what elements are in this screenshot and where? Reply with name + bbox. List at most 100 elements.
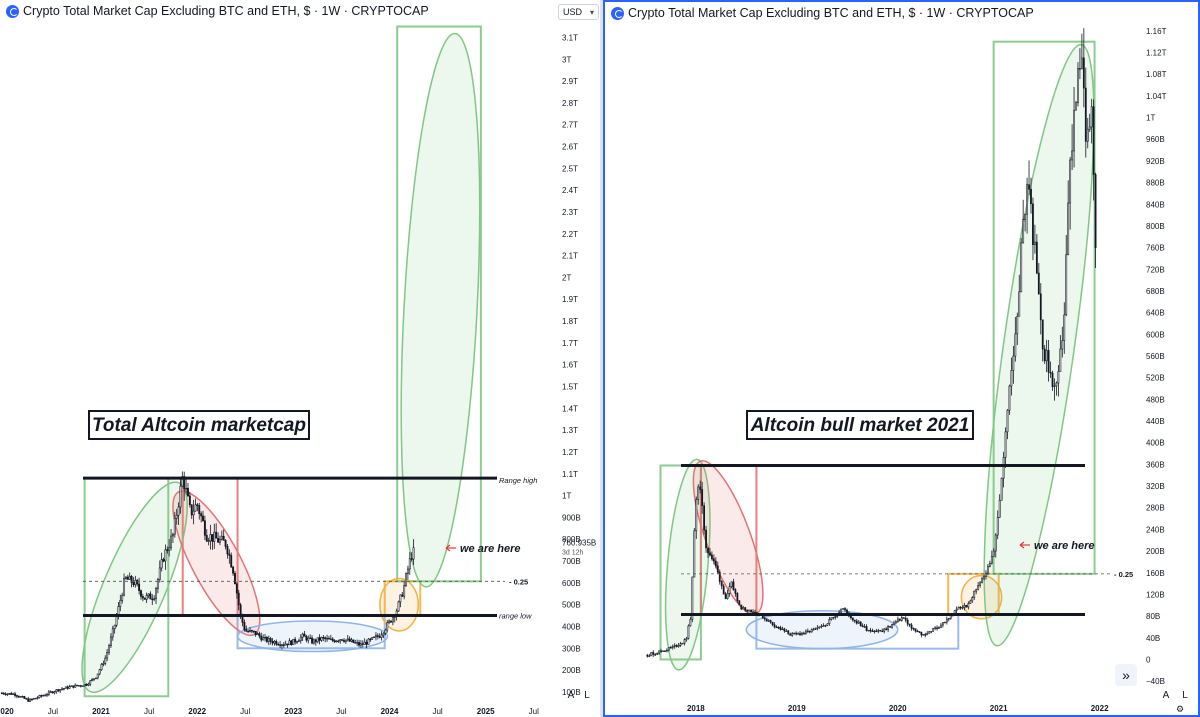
candle-body	[863, 626, 866, 628]
candle-body	[27, 698, 30, 702]
candle-body	[143, 597, 146, 600]
candle-body	[883, 628, 886, 632]
right-chart-svg[interactable]: −40B 0 40B 80B 120B 160B 200B 240B 280B 320B 360B 4…	[605, 2, 1198, 715]
candle-body	[326, 637, 329, 640]
candle-body	[8, 693, 11, 695]
highlight-ellipse	[983, 43, 1095, 647]
candle-body	[666, 649, 668, 652]
candle-body	[145, 595, 148, 600]
left-auto-scale-button[interactable]: A	[567, 689, 575, 701]
candle-body	[230, 555, 233, 568]
candle-body	[361, 643, 364, 645]
candle-body	[275, 641, 278, 645]
candle-body	[217, 537, 220, 543]
candle-body	[36, 697, 39, 699]
right-chart-panel[interactable]: −40B 0 40B 80B 120B 160B 200B 240B 280B 320B 360B 4…	[603, 0, 1200, 717]
highlight-ellipse	[960, 574, 1003, 620]
candle-body	[316, 637, 319, 643]
candle-body	[1065, 254, 1068, 316]
candle-body	[955, 608, 958, 611]
y-axis-tick-label: 40B	[1146, 634, 1160, 643]
candle-body	[861, 625, 864, 627]
candle-body	[196, 504, 199, 506]
candle-body	[656, 653, 659, 655]
candle-body	[85, 683, 88, 686]
candle-body	[202, 515, 204, 522]
left-log-scale-button[interactable]: L	[584, 689, 590, 701]
candle-body	[904, 617, 907, 621]
y-axis-tick-label: 2.6T	[562, 143, 578, 152]
right-auto-scale-button[interactable]: A	[1162, 689, 1170, 701]
candle-body	[936, 627, 938, 629]
candle-body	[808, 630, 811, 633]
candle-body	[72, 685, 75, 688]
y-axis-tick-label: 560B	[1146, 352, 1165, 361]
candle-body	[711, 554, 713, 560]
y-axis-tick-label: 900B	[562, 513, 581, 522]
candle-body	[834, 616, 837, 618]
candle-body	[691, 576, 694, 620]
candle-body	[410, 558, 413, 560]
candle-body	[47, 691, 50, 695]
candle-body	[908, 623, 911, 626]
candle-body	[971, 597, 974, 602]
candle-body	[158, 567, 161, 580]
candle-body	[408, 558, 411, 570]
candle-body	[677, 644, 680, 647]
y-axis-tick-label: −40B	[1146, 677, 1165, 686]
candle-body	[859, 621, 862, 627]
candle-body	[32, 698, 35, 700]
candle-body	[194, 504, 197, 512]
gear-icon[interactable]: ⚙	[1175, 703, 1185, 714]
candle-body	[64, 686, 67, 689]
candle-body	[810, 629, 813, 633]
candle-body	[318, 637, 321, 641]
candle-body	[102, 662, 105, 665]
right-log-scale-button[interactable]: L	[1182, 689, 1188, 701]
candle-body	[987, 566, 989, 574]
y-axis-tick-label: 1.6T	[562, 361, 578, 370]
candle-body	[973, 590, 976, 598]
candle-body	[192, 510, 195, 516]
y-axis-tick-label: 720B	[1146, 265, 1165, 274]
candle-body	[328, 637, 330, 640]
candle-body	[830, 617, 833, 620]
candle-body	[190, 504, 193, 516]
candle-body	[132, 582, 135, 586]
candle-body	[209, 534, 212, 542]
candle-body	[697, 486, 700, 500]
left-chart-panel[interactable]: 100B 200B 300B 400B 500B 600B 700B 800B 900B 1T 1.…	[0, 0, 600, 717]
y-axis-tick-label: 3.1T	[562, 33, 578, 42]
highlight-ellipse	[745, 609, 899, 650]
candle-body	[806, 630, 809, 633]
candle-body	[785, 630, 788, 632]
y-axis-tick-label: 480B	[1146, 395, 1165, 404]
y-axis-tick-label: 920B	[1146, 157, 1165, 166]
left-chart-svg[interactable]: 100B 200B 300B 400B 500B 600B 700B 800B 900B 1T 1.…	[0, 0, 600, 717]
candle-body	[277, 643, 280, 646]
y-axis-tick-label: 2.8T	[562, 99, 578, 108]
y-axis-tick-label: 240B	[1146, 525, 1165, 534]
candle-body	[352, 639, 355, 643]
candle-body	[799, 633, 801, 636]
candle-body	[1002, 457, 1005, 479]
candle-body	[164, 549, 167, 562]
candle-body	[777, 626, 780, 629]
candle-body	[891, 624, 893, 628]
candle-body	[282, 644, 285, 646]
candle-body	[397, 601, 400, 612]
candle-body	[307, 637, 310, 641]
candle-body	[683, 639, 686, 644]
candle-body	[1008, 385, 1011, 411]
panel-divider[interactable]	[600, 0, 603, 717]
candle-body	[168, 547, 171, 551]
left-currency-select[interactable]: USD ▾	[558, 4, 600, 20]
candle-body	[885, 628, 888, 631]
candle-body	[61, 688, 63, 690]
candle-body	[175, 514, 178, 519]
candle-body	[147, 593, 150, 596]
candle-body	[70, 685, 73, 687]
scroll-to-realtime-button[interactable]: »	[1115, 664, 1137, 686]
candle-body	[6, 693, 9, 695]
candle-body	[740, 604, 743, 610]
